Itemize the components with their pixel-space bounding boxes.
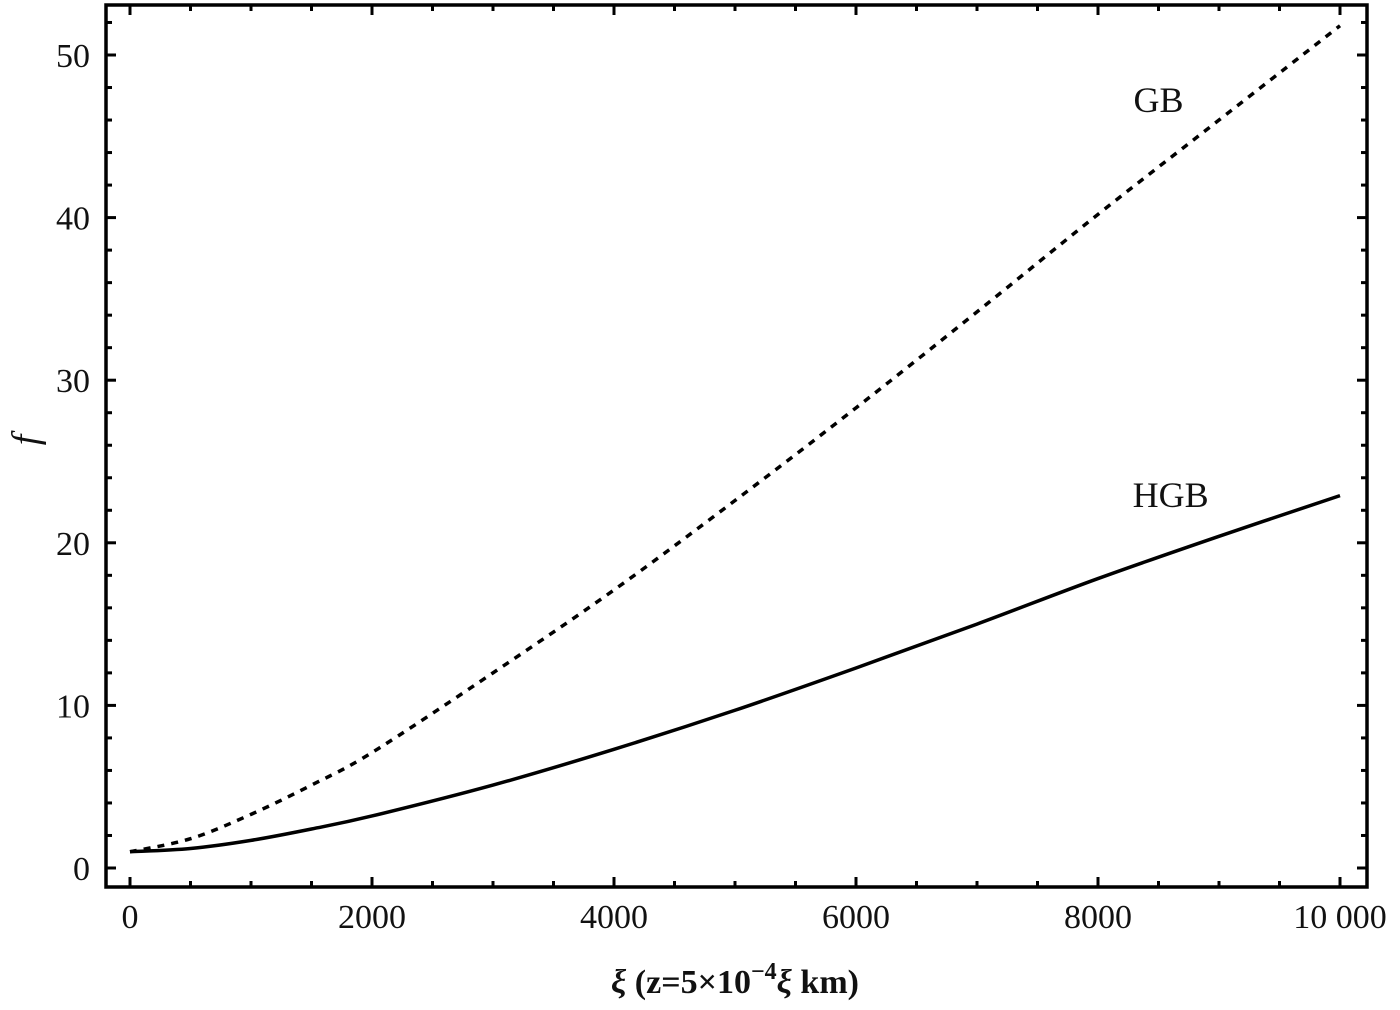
x-tick-label: 8000 [1064, 899, 1132, 936]
x-tick-label: 10 000 [1293, 899, 1387, 936]
y-tick-label: 20 [56, 526, 90, 563]
plot-border [104, 3, 1369, 889]
series-annotations: GB HGB [1133, 80, 1209, 515]
plot-frame [104, 3, 1369, 889]
x-tick-label: 6000 [822, 899, 890, 936]
axis-ticks [106, 5, 1367, 887]
x-tick-label: 2000 [338, 899, 406, 936]
axis-tick-labels: 0 2000 4000 6000 8000 10 000 0 10 20 30 40 50 [56, 38, 1387, 936]
data-series [129, 24, 1342, 854]
y-tick-label: 40 [56, 201, 90, 238]
series-gb-line [129, 24, 1342, 854]
x-tick-label: 0 [122, 899, 139, 936]
y-axis-title: f [5, 430, 47, 445]
label-hgb: HGB [1133, 475, 1209, 515]
y-tick-label: 0 [73, 851, 90, 888]
label-gb: GB [1133, 80, 1183, 120]
series-hgb-line [129, 493, 1341, 854]
x-tick-label: 4000 [580, 899, 648, 936]
y-tick-label: 30 [56, 363, 90, 400]
y-tick-label: 10 [56, 688, 90, 725]
y-tick-label: 50 [56, 38, 90, 75]
x-axis-title: ξ (z=5×10−4ξ km) [611, 959, 859, 1001]
